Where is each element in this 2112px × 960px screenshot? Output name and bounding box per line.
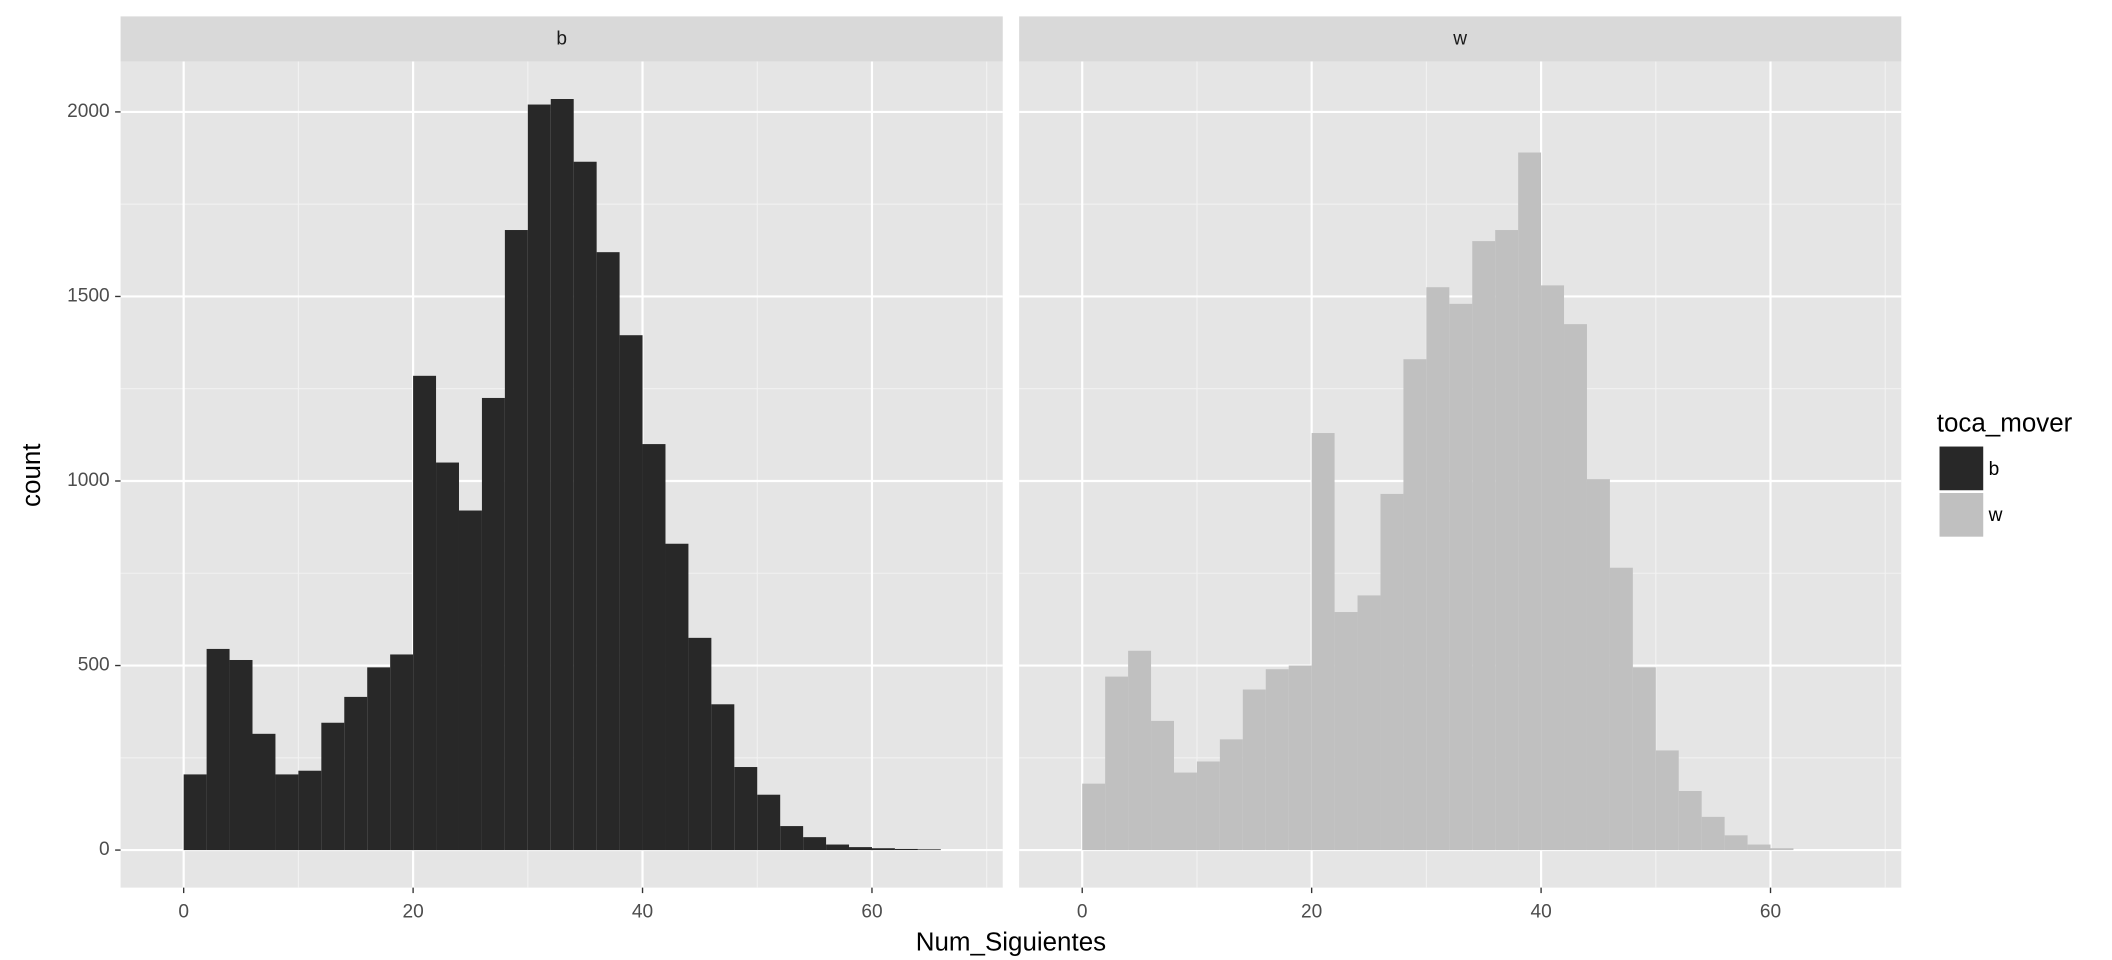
y-axis-label: count bbox=[18, 443, 46, 507]
legend-label: w bbox=[1988, 505, 2003, 526]
x-tick-label: 40 bbox=[1530, 901, 1551, 922]
bar bbox=[367, 667, 391, 851]
bar bbox=[1678, 791, 1702, 851]
bar bbox=[436, 462, 459, 851]
bar bbox=[1426, 287, 1450, 851]
bar bbox=[183, 774, 207, 851]
bar bbox=[1770, 848, 1794, 851]
x-tick-label: 20 bbox=[402, 901, 423, 922]
strip-label: w bbox=[1452, 29, 1467, 50]
x-tick-label: 60 bbox=[861, 901, 882, 922]
legend-label: b bbox=[1989, 459, 2000, 480]
bar bbox=[1586, 479, 1610, 851]
bar bbox=[1380, 493, 1404, 851]
strip-label: b bbox=[556, 29, 567, 50]
y-tick-label: 1500 bbox=[67, 286, 110, 307]
bar bbox=[298, 770, 322, 851]
bar bbox=[1472, 241, 1496, 851]
bar bbox=[413, 375, 437, 851]
bar bbox=[1311, 433, 1335, 851]
bar bbox=[665, 543, 689, 851]
bar bbox=[275, 774, 299, 851]
bar bbox=[1724, 835, 1748, 851]
bar bbox=[1265, 669, 1289, 851]
bar bbox=[780, 826, 804, 851]
bar bbox=[757, 794, 781, 851]
bar bbox=[1655, 750, 1679, 851]
bar bbox=[573, 161, 597, 851]
strip bbox=[120, 16, 1003, 62]
bar bbox=[734, 767, 758, 851]
bar bbox=[849, 847, 872, 851]
bar bbox=[390, 654, 414, 851]
bar bbox=[1151, 720, 1174, 851]
bar bbox=[711, 704, 735, 851]
bar bbox=[1128, 650, 1152, 851]
x-tick-label: 0 bbox=[1077, 901, 1088, 922]
bar bbox=[481, 397, 505, 851]
bar bbox=[1632, 667, 1656, 851]
y-tick-label: 500 bbox=[78, 655, 110, 676]
bar bbox=[321, 722, 345, 851]
bar bbox=[1173, 772, 1197, 851]
bar bbox=[1082, 783, 1106, 851]
bar bbox=[550, 99, 574, 851]
bar bbox=[619, 335, 643, 851]
bar bbox=[1403, 359, 1427, 851]
bar bbox=[206, 648, 230, 851]
x-axis-label: Num_Siguientes bbox=[916, 928, 1106, 956]
bar bbox=[527, 104, 551, 851]
bar bbox=[1242, 689, 1266, 851]
bar bbox=[826, 844, 850, 851]
bar bbox=[894, 848, 918, 851]
bar bbox=[917, 849, 941, 851]
bar bbox=[458, 510, 482, 851]
bar bbox=[1541, 285, 1565, 851]
x-tick-label: 0 bbox=[178, 901, 189, 922]
bar bbox=[1357, 595, 1381, 851]
bar bbox=[1518, 152, 1542, 851]
bar bbox=[1564, 324, 1587, 851]
bar bbox=[1196, 761, 1220, 851]
bar bbox=[803, 837, 827, 851]
bar bbox=[344, 696, 368, 851]
bar bbox=[596, 252, 620, 851]
bar bbox=[871, 848, 895, 851]
bar bbox=[1609, 567, 1633, 851]
bar bbox=[1288, 665, 1312, 851]
bar bbox=[1701, 816, 1725, 851]
y-tick-label: 0 bbox=[99, 839, 110, 860]
bar bbox=[1495, 230, 1519, 851]
bar bbox=[688, 637, 712, 851]
bar bbox=[1449, 303, 1473, 851]
y-tick-label: 2000 bbox=[67, 101, 110, 122]
x-tick-label: 40 bbox=[632, 901, 653, 922]
bar bbox=[1747, 844, 1771, 851]
bar bbox=[252, 733, 276, 851]
x-tick-label: 20 bbox=[1301, 901, 1322, 922]
bar bbox=[504, 230, 528, 851]
strip bbox=[1019, 16, 1902, 62]
bar bbox=[1334, 612, 1358, 851]
bar bbox=[229, 659, 253, 851]
bar bbox=[1219, 739, 1243, 851]
y-tick-label: 1000 bbox=[67, 470, 110, 491]
legend-key bbox=[1939, 446, 1984, 491]
legend-title: toca_mover bbox=[1937, 410, 2073, 438]
bar bbox=[642, 444, 666, 851]
legend-key bbox=[1939, 492, 1984, 537]
x-tick-label: 60 bbox=[1760, 901, 1781, 922]
bar bbox=[1105, 676, 1129, 851]
